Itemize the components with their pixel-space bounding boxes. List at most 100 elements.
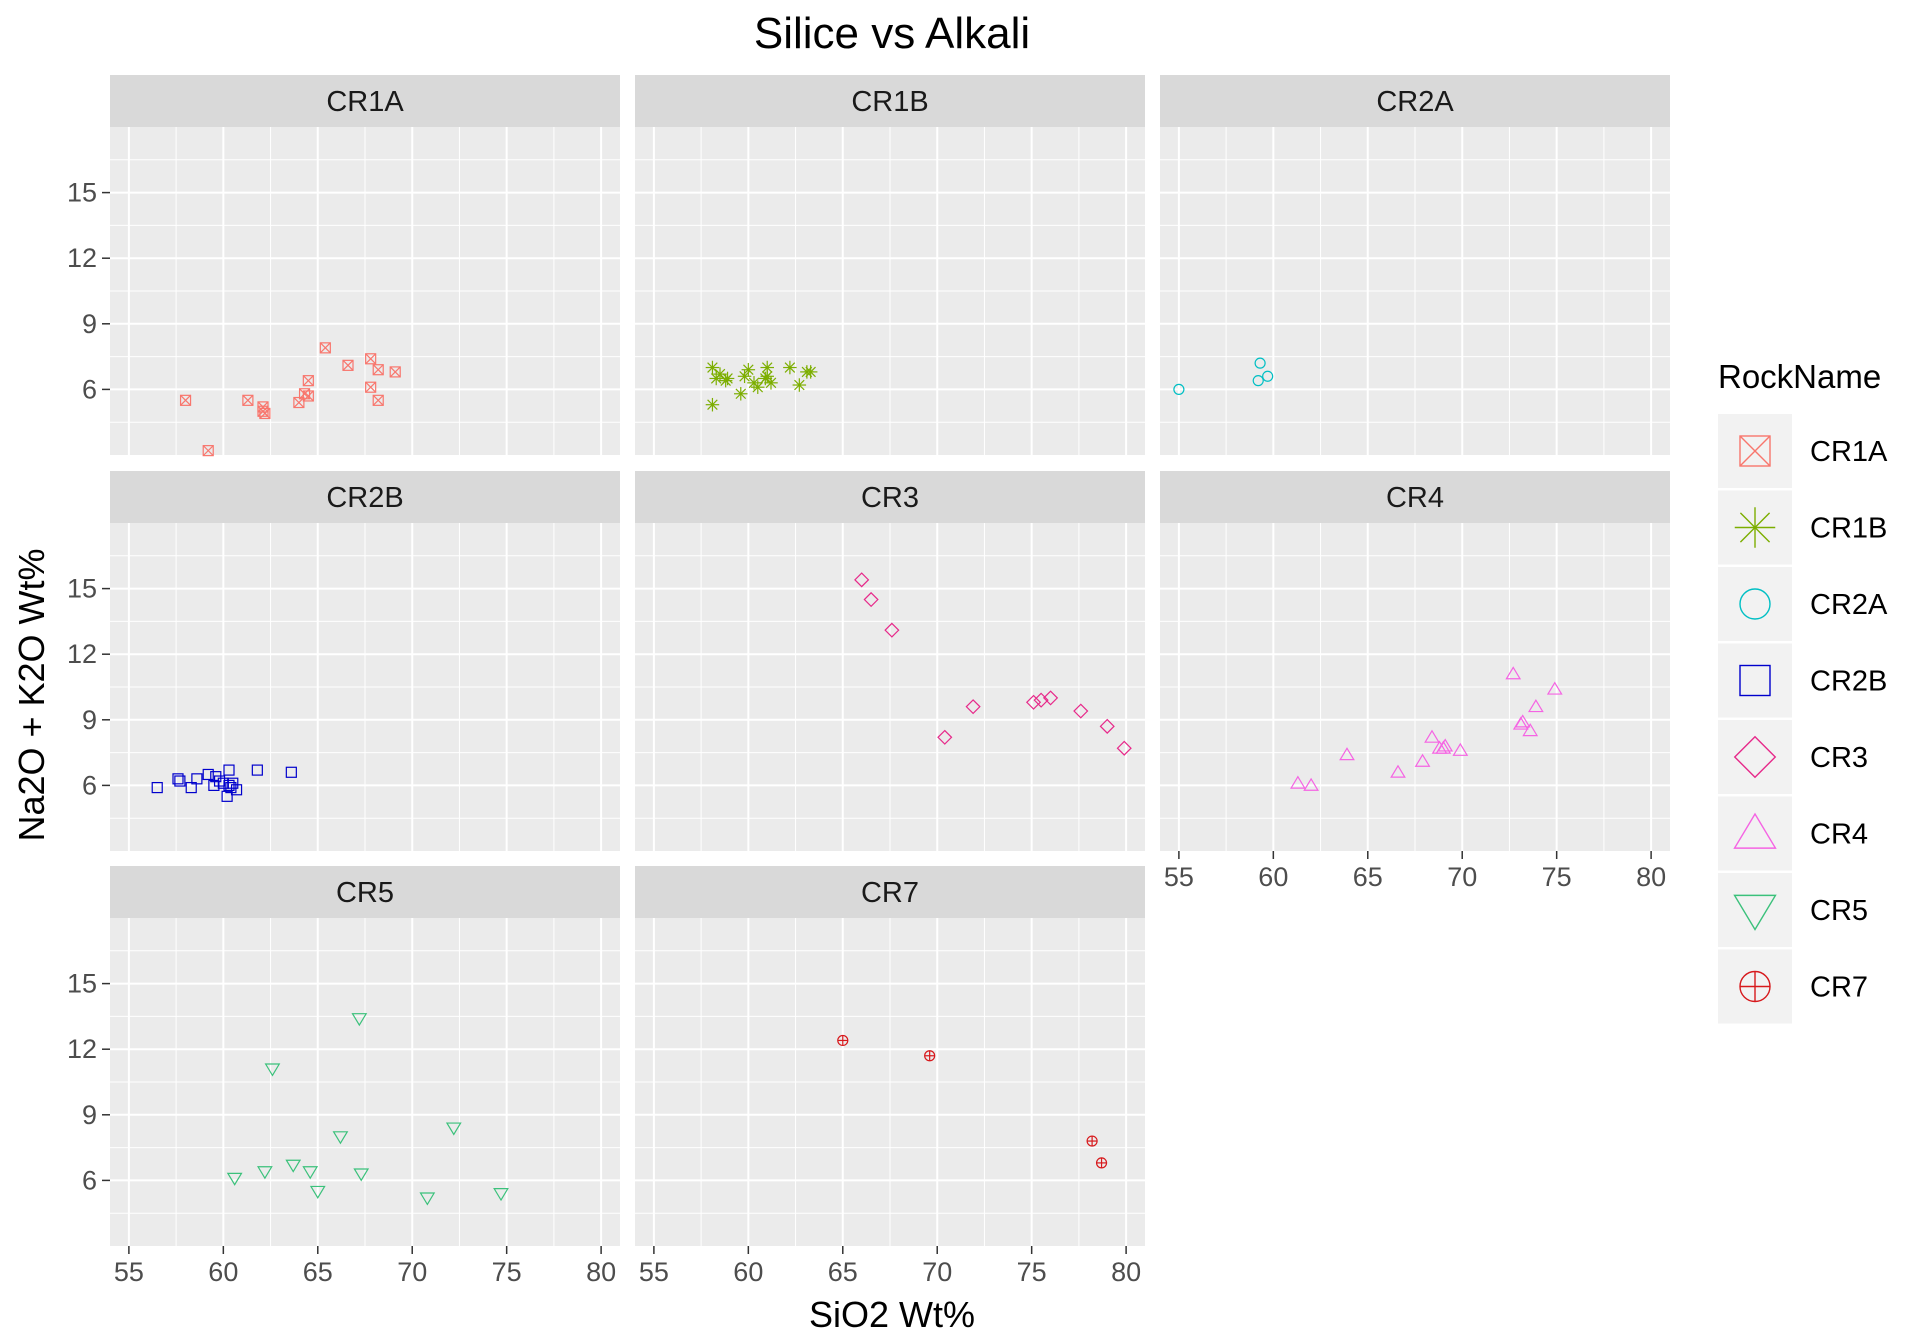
strip-label: CR2B bbox=[326, 482, 403, 514]
legend-item-cr2b: CR2B bbox=[1718, 643, 1887, 718]
data-point bbox=[884, 622, 900, 638]
y-tick-label: 6 bbox=[82, 374, 97, 404]
strip-cr1b bbox=[635, 75, 1145, 127]
data-point bbox=[1339, 747, 1355, 761]
grid bbox=[635, 127, 1145, 455]
strip-label: CR2A bbox=[1376, 86, 1454, 118]
strip-label: CR7 bbox=[861, 877, 919, 909]
legend-item-cr2a: CR2A bbox=[1718, 567, 1888, 641]
grid bbox=[1160, 127, 1670, 455]
data-point bbox=[202, 768, 214, 781]
grid bbox=[635, 523, 1145, 851]
data-point bbox=[1173, 383, 1185, 395]
strip-cr1a bbox=[110, 75, 620, 127]
data-point bbox=[242, 394, 254, 406]
data-point bbox=[179, 394, 192, 406]
data-point bbox=[1095, 1157, 1108, 1169]
legend-symbol bbox=[1739, 588, 1771, 620]
grid bbox=[110, 918, 620, 1246]
legend-item-cr1b: CR1B bbox=[1718, 490, 1887, 565]
chart-title: Silice vs Alkali bbox=[754, 9, 1030, 58]
data-point bbox=[172, 773, 184, 785]
legend-label: CR2A bbox=[1810, 589, 1888, 621]
data-point bbox=[863, 591, 879, 608]
data-point bbox=[783, 360, 797, 375]
data-point bbox=[372, 364, 384, 376]
grid bbox=[1160, 523, 1670, 851]
y-tick-label: 12 bbox=[67, 639, 97, 669]
legend-item-cr3: CR3 bbox=[1718, 720, 1868, 794]
legend-key bbox=[1718, 796, 1792, 871]
data-point bbox=[1505, 666, 1522, 680]
data-point bbox=[1262, 370, 1274, 382]
legend-label: CR7 bbox=[1810, 972, 1868, 1004]
strip-label: CR3 bbox=[861, 482, 919, 514]
data-point bbox=[319, 342, 331, 354]
strip-cr5 bbox=[110, 866, 620, 918]
data-point bbox=[1522, 723, 1539, 737]
data-point bbox=[151, 781, 163, 794]
y-tick-label: 6 bbox=[82, 1165, 97, 1195]
legend: RockName CR1A CR1B CR2A CR2B CR3 CR4 CR5 CR7 bbox=[1718, 358, 1888, 1024]
strip-cr4 bbox=[1160, 471, 1670, 523]
grid bbox=[110, 127, 620, 455]
x-tick-label: 80 bbox=[1111, 1257, 1141, 1287]
data-point bbox=[493, 1188, 509, 1202]
legend-key bbox=[1718, 873, 1792, 947]
data-point bbox=[302, 1166, 319, 1180]
data-point bbox=[854, 572, 870, 588]
data-point bbox=[965, 699, 981, 715]
legend-item-cr7: CR7 bbox=[1718, 949, 1868, 1024]
legend-label: CR3 bbox=[1810, 742, 1868, 774]
x-tick-label: 70 bbox=[1447, 862, 1477, 892]
data-point bbox=[713, 367, 727, 381]
facet-panels: CR1A CR1B CR2A CR2B CR3 CR4 CR5 CR7 bbox=[110, 75, 1670, 1246]
legend-symbol bbox=[1734, 507, 1776, 548]
legend-item-cr1a: CR1A bbox=[1718, 414, 1888, 488]
grid bbox=[110, 523, 620, 851]
x-tick-label: 75 bbox=[1542, 862, 1572, 892]
data-point bbox=[760, 369, 774, 384]
data-point bbox=[223, 779, 235, 792]
data-point bbox=[257, 405, 269, 417]
legend-label: CR1A bbox=[1810, 436, 1888, 468]
x-tick-label: 70 bbox=[397, 1257, 427, 1287]
data-point bbox=[1514, 714, 1531, 728]
panel-cr3: CR3 bbox=[635, 471, 1145, 851]
data-point bbox=[302, 375, 314, 387]
series-cr4 bbox=[1290, 666, 1563, 791]
data-point bbox=[1025, 694, 1042, 710]
x-tick-label: 65 bbox=[828, 1257, 858, 1287]
data-point bbox=[226, 1172, 243, 1186]
data-point bbox=[937, 729, 953, 745]
strip-cr7 bbox=[635, 866, 1145, 918]
axes: 6 9 12 15 6 9 12 15 55 60 65 70 75 80 6 9 12 15 55 60 65 70 75… bbox=[67, 178, 1666, 1287]
panel-cr1a: CR1A bbox=[110, 75, 620, 457]
x-tick-label: 60 bbox=[208, 1257, 238, 1287]
y-tick-label: 12 bbox=[67, 1034, 97, 1064]
data-point bbox=[1033, 692, 1049, 708]
data-point bbox=[734, 387, 748, 401]
legend-key bbox=[1718, 643, 1792, 718]
data-point bbox=[332, 1131, 349, 1145]
series-cr1a bbox=[179, 342, 401, 457]
series-cr2a bbox=[1173, 357, 1274, 395]
grid bbox=[635, 918, 1145, 1246]
data-point bbox=[1546, 681, 1563, 695]
x-tick-label: 65 bbox=[1353, 862, 1383, 892]
data-point bbox=[372, 394, 384, 406]
legend-key bbox=[1718, 567, 1792, 641]
data-point bbox=[1099, 718, 1115, 734]
y-tick-label: 6 bbox=[82, 770, 97, 800]
strip-label: CR4 bbox=[1386, 482, 1444, 514]
data-point bbox=[174, 775, 186, 787]
data-point bbox=[1303, 777, 1319, 791]
x-tick-label: 70 bbox=[922, 1257, 952, 1287]
series-cr2b bbox=[151, 764, 297, 802]
data-point bbox=[342, 359, 354, 371]
x-tick-label: 55 bbox=[114, 1257, 144, 1287]
y-tick-label: 9 bbox=[82, 309, 97, 339]
data-point bbox=[285, 1159, 302, 1173]
panel-cr5: CR5 bbox=[110, 866, 620, 1246]
